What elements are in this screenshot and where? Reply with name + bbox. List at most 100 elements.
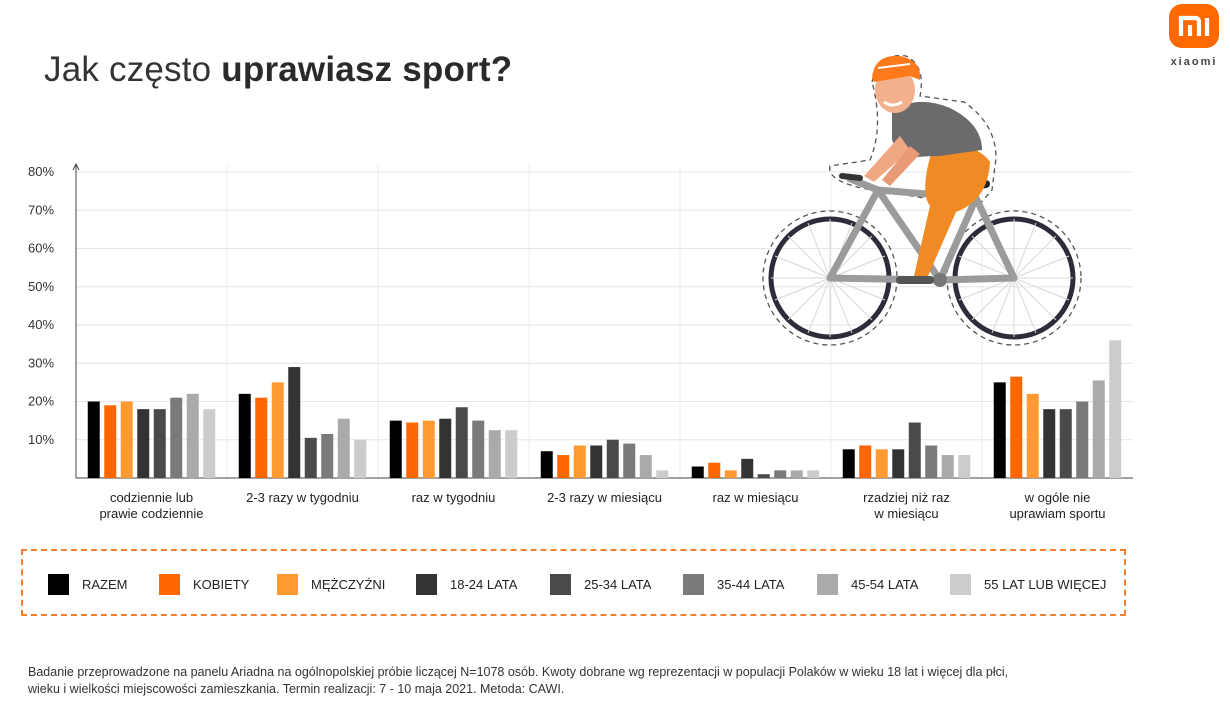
bar	[859, 445, 872, 478]
legend-swatch	[277, 574, 298, 595]
y-tick-label: 80%	[28, 164, 54, 179]
x-tick-label: 2-3 razy w tygodniu	[246, 490, 359, 505]
bar	[724, 470, 737, 478]
bar	[170, 397, 183, 478]
legend-label: 25-34 LATA	[584, 577, 652, 592]
bar	[1010, 376, 1023, 478]
footnote-line-1: Badanie przeprowadzone na panelu Ariadna…	[28, 665, 1009, 679]
bar	[842, 449, 855, 478]
y-tick-label: 70%	[28, 202, 54, 217]
y-tick-label: 30%	[28, 355, 54, 370]
title-regular: Jak często	[44, 50, 222, 89]
x-tick-label: prawie codziennie	[99, 506, 203, 521]
bar	[623, 443, 636, 478]
xiaomi-logo: xiaomi	[1168, 4, 1220, 68]
bar	[941, 455, 954, 478]
bar	[271, 382, 284, 478]
y-tick-label: 40%	[28, 317, 54, 332]
bar	[406, 422, 419, 478]
bar	[337, 418, 350, 478]
legend-swatch	[550, 574, 571, 595]
title-bold: uprawiasz sport?	[221, 50, 513, 89]
x-tick-label: raz w miesiącu	[713, 490, 799, 505]
bar	[120, 401, 133, 478]
bar	[892, 449, 905, 478]
bar	[875, 449, 888, 478]
footnote: Badanie przeprowadzone na panelu Ariadna…	[28, 664, 1198, 698]
bar	[639, 455, 652, 478]
bar	[590, 445, 603, 478]
bar	[87, 401, 100, 478]
legend-label: 18-24 LATA	[450, 577, 518, 592]
bar	[505, 430, 518, 478]
bar	[1059, 409, 1072, 478]
bar	[757, 474, 770, 478]
bar	[993, 382, 1006, 478]
bar	[958, 455, 971, 478]
legend-swatch	[48, 574, 69, 595]
y-axis-arrow	[72, 162, 80, 171]
bar	[288, 367, 301, 478]
bar	[203, 409, 216, 478]
y-tick-label: 60%	[28, 241, 54, 256]
bar	[255, 397, 268, 478]
x-tick-label: uprawiam sportu	[1009, 506, 1105, 521]
bar	[186, 393, 199, 478]
x-tick-label: raz w tygodniu	[412, 490, 496, 505]
bar	[321, 434, 334, 478]
bar	[488, 430, 501, 478]
bar	[238, 393, 251, 478]
cyclist-icon	[762, 54, 1082, 346]
bar	[908, 422, 921, 478]
x-tick-label: w ogóle nie	[1024, 490, 1091, 505]
bar	[455, 407, 468, 478]
x-tick-label: codziennie lub	[110, 490, 193, 505]
legend: RAZEM KOBIETY MĘŻCZYŹNI 18-24 LATA 25-34…	[21, 549, 1126, 616]
brand-name: xiaomi	[1170, 56, 1218, 68]
bar	[741, 458, 754, 478]
mi-logo-icon	[1169, 4, 1219, 48]
x-tick-label: rzadziej niż raz	[863, 490, 950, 505]
y-tick-label: 10%	[28, 432, 54, 447]
bar	[573, 445, 586, 478]
bar	[1043, 409, 1056, 478]
x-tick-label: w miesiącu	[873, 506, 938, 521]
legend-label: RAZEM	[82, 577, 128, 592]
y-tick-label: 50%	[28, 279, 54, 294]
y-tick-label: 20%	[28, 394, 54, 409]
bar	[472, 420, 485, 478]
bar	[656, 470, 669, 478]
bar	[422, 420, 435, 478]
bar	[557, 455, 570, 478]
bar	[540, 451, 553, 478]
bar	[1092, 380, 1105, 478]
bar	[389, 420, 402, 478]
x-tick-label: 2-3 razy w miesiącu	[547, 490, 662, 505]
bar	[104, 405, 117, 478]
bar	[137, 409, 150, 478]
bar	[790, 470, 803, 478]
bar	[807, 470, 820, 478]
bar	[153, 409, 166, 478]
legend-swatch	[817, 574, 838, 595]
legend-label: KOBIETY	[193, 577, 250, 592]
legend-label: 55 LAT LUB WIĘCEJ	[984, 577, 1107, 592]
legend-label: 45-54 LATA	[851, 577, 919, 592]
bar	[304, 437, 317, 478]
bar	[1076, 401, 1089, 478]
bar	[708, 462, 721, 478]
legend-label: MĘŻCZYŹNI	[311, 577, 386, 592]
bar	[354, 439, 367, 478]
legend-label: 35-44 LATA	[717, 577, 785, 592]
bar	[606, 439, 619, 478]
legend-swatch	[950, 574, 971, 595]
legend-swatch	[416, 574, 437, 595]
bar	[925, 445, 938, 478]
bar	[439, 418, 452, 478]
bar	[1109, 340, 1122, 478]
bar	[691, 466, 704, 478]
footnote-line-2: wieku i wielkości miejscowości zamieszka…	[28, 682, 565, 696]
page-title: Jak często uprawiasz sport?	[44, 50, 512, 90]
legend-swatch	[683, 574, 704, 595]
